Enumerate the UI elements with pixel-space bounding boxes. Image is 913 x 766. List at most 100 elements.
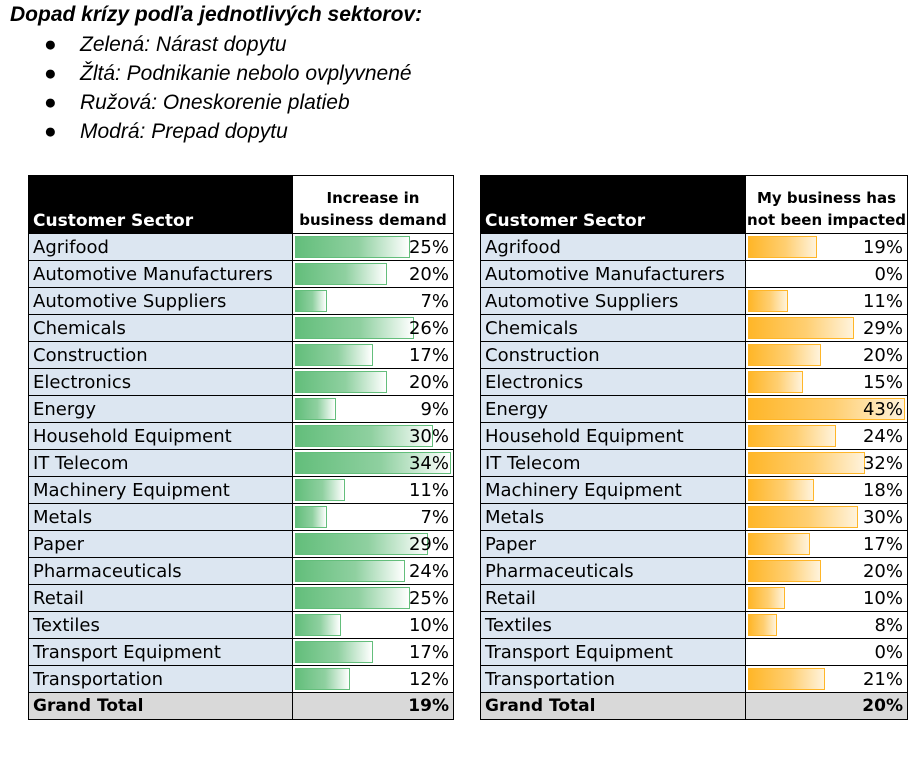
percent-label: 29%: [408, 533, 449, 555]
sector-cell: IT Telecom: [480, 449, 746, 477]
legend-item-green: ● Zelená: Nárast dopytu: [44, 30, 412, 59]
sector-cell: Machinery Equipment: [480, 476, 746, 504]
sector-cell: Construction: [28, 341, 293, 369]
increase-demand-table: Customer Sector Increase in business dem…: [28, 175, 454, 720]
table-row: IT Telecom 32%: [480, 449, 908, 477]
sector-cell: Household Equipment: [28, 422, 293, 450]
bullet-icon: ●: [44, 91, 57, 114]
percent-label: 18%: [862, 479, 903, 501]
sector-cell: Textiles: [480, 611, 746, 639]
data-bar: [295, 371, 387, 393]
data-bar: [295, 344, 373, 366]
data-bar: [748, 398, 905, 420]
table-row: Textiles 8%: [480, 611, 908, 639]
table-row: Chemicals 29%: [480, 314, 908, 342]
sector-cell: Automotive Manufacturers: [28, 260, 293, 288]
sector-cell: Household Equipment: [480, 422, 746, 450]
sector-cell: Transportation: [28, 665, 293, 693]
sector-cell: Agrifood: [480, 233, 746, 261]
sector-cell: Electronics: [480, 368, 746, 396]
percent-label: 17%: [862, 533, 903, 555]
value-cell: 25%: [292, 584, 454, 612]
sector-column-header: Customer Sector: [28, 175, 293, 234]
percent-label: 19%: [862, 236, 903, 258]
percent-label: 10%: [862, 587, 903, 609]
percent-label: 24%: [862, 425, 903, 447]
table-row: Construction 20%: [480, 341, 908, 369]
bullet-icon: ●: [44, 62, 57, 85]
sector-column-header: Customer Sector: [480, 175, 746, 234]
sector-cell: Pharmaceuticals: [28, 557, 293, 585]
color-legend-list: ● Zelená: Nárast dopytu ● Žltá: Podnikanie…: [44, 30, 412, 146]
percent-label: 30%: [408, 425, 449, 447]
data-bar: [295, 587, 410, 609]
data-bar: [748, 317, 854, 339]
percent-label: 26%: [408, 317, 449, 339]
table-row: Pharmaceuticals 24%: [28, 557, 454, 585]
percent-label: 32%: [862, 452, 903, 474]
table-body: Agrifood 19% Automotive Manufacturers 0% Aut…: [480, 233, 908, 693]
sector-cell: Paper: [480, 530, 746, 558]
sector-cell: Metals: [480, 503, 746, 531]
percent-label: 0%: [874, 641, 903, 663]
table-row: Machinery Equipment 18%: [480, 476, 908, 504]
value-cell: 21%: [745, 665, 908, 693]
value-cell: 20%: [292, 260, 454, 288]
metric-column-header: My business has not been impacted: [745, 175, 908, 234]
value-cell: 30%: [745, 503, 908, 531]
sector-cell: Construction: [480, 341, 746, 369]
percent-label: 15%: [862, 371, 903, 393]
value-cell: 17%: [745, 530, 908, 558]
legend-item-label: Žltá: Podnikanie nebolo ovplyvnené: [80, 62, 412, 85]
data-bar: [748, 668, 825, 690]
sector-cell: Transport Equipment: [480, 638, 746, 666]
percent-label: 29%: [862, 317, 903, 339]
value-cell: 10%: [292, 611, 454, 639]
table-row: Automotive Suppliers 7%: [28, 287, 454, 315]
data-bar: [295, 452, 451, 474]
sector-cell: Textiles: [28, 611, 293, 639]
percent-label: 21%: [862, 668, 903, 690]
legend-item-label: Zelená: Nárast dopytu: [80, 33, 287, 56]
value-cell: 0%: [745, 638, 908, 666]
value-cell: 0%: [745, 260, 908, 288]
legend-item-pink: ● Ružová: Oneskorenie platieb: [44, 88, 412, 117]
table-row: Agrifood 19%: [480, 233, 908, 261]
data-bar: [295, 425, 433, 447]
percent-label: 24%: [408, 560, 449, 582]
not-impacted-table: Customer Sector My business has not been…: [480, 175, 908, 720]
table-row: Construction 17%: [28, 341, 454, 369]
data-bar: [748, 236, 818, 258]
grand-total-row: Grand Total 20%: [480, 692, 908, 720]
table-row: Transportation 21%: [480, 665, 908, 693]
percent-label: 43%: [862, 398, 903, 420]
sector-cell: Agrifood: [28, 233, 293, 261]
table-header-row: Customer Sector Increase in business dem…: [28, 175, 454, 234]
data-bar: [748, 479, 814, 501]
sector-cell: Retail: [480, 584, 746, 612]
value-cell: 11%: [292, 476, 454, 504]
value-cell: 32%: [745, 449, 908, 477]
sector-cell: Automotive Suppliers: [480, 287, 746, 315]
value-cell: 29%: [745, 314, 908, 342]
percent-label: 10%: [408, 614, 449, 636]
table-row: Paper 17%: [480, 530, 908, 558]
percent-label: 11%: [862, 290, 903, 312]
table-row: Automotive Manufacturers 0%: [480, 260, 908, 288]
data-bar: [295, 290, 328, 312]
sector-cell: Automotive Suppliers: [28, 287, 293, 315]
table-row: Pharmaceuticals 20%: [480, 557, 908, 585]
percent-label: 17%: [408, 344, 449, 366]
data-bar: [295, 668, 351, 690]
data-bar: [748, 560, 822, 582]
value-cell: 8%: [745, 611, 908, 639]
value-cell: 15%: [745, 368, 908, 396]
percent-label: 8%: [874, 614, 903, 636]
value-cell: 17%: [292, 341, 454, 369]
table-row: Metals 30%: [480, 503, 908, 531]
percent-label: 0%: [874, 263, 903, 285]
sector-cell: Energy: [28, 395, 293, 423]
value-cell: 17%: [292, 638, 454, 666]
data-bar: [295, 506, 328, 528]
value-cell: 7%: [292, 503, 454, 531]
